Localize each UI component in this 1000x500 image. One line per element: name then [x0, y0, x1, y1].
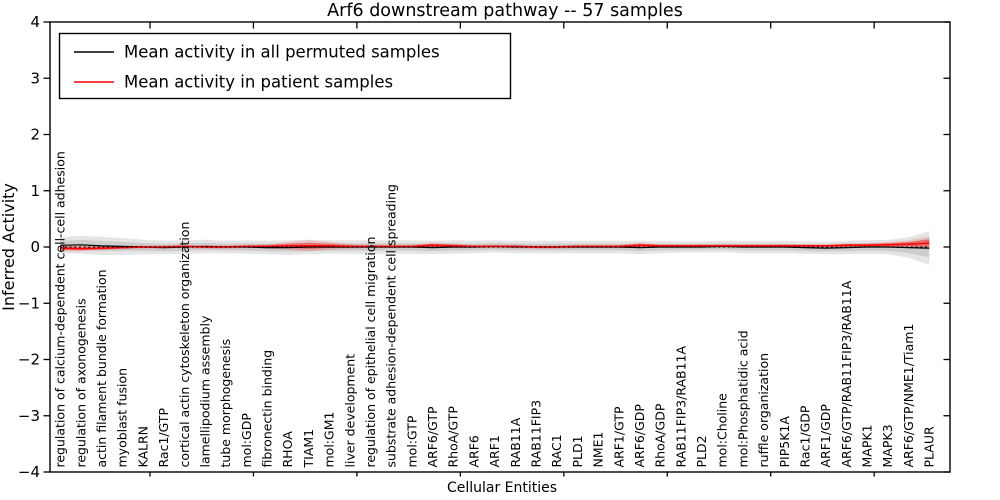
x-category-label: PLAUR: [922, 426, 937, 467]
x-category-label: regulation of epithelial cell migration: [363, 237, 378, 468]
x-category-label: ARF1/GDP: [818, 404, 833, 468]
y-tick-label: 0: [30, 238, 40, 256]
x-category-label: regulation of calcium-dependent cell-cel…: [53, 151, 68, 467]
y-tick-label: −2: [18, 351, 40, 369]
y-tick-label: 2: [30, 126, 40, 144]
y-tick-label: 4: [30, 13, 40, 31]
x-category-label: mol:GDP: [239, 413, 254, 468]
y-tick-label: −1: [18, 294, 40, 312]
y-tick-label: 3: [30, 69, 40, 87]
x-category-label: substrate adhesion-dependent cell spread…: [384, 184, 399, 467]
y-axis-label: Inferred Activity: [0, 183, 18, 311]
x-category-label: ARF1/GTP: [611, 406, 626, 467]
legend-label-permuted-samples: Mean activity in all permuted samples: [124, 43, 440, 62]
x-category-label: RAB11FIP3: [529, 400, 544, 468]
x-category-label: ARF6/GTP/NME1/Tiam1: [901, 324, 916, 468]
x-category-label: PIP5K1A: [777, 416, 792, 468]
x-category-label: RHOA: [280, 431, 295, 468]
x-category-label: ARF6: [466, 435, 481, 467]
x-category-label: ARF6/GDP: [632, 404, 647, 468]
x-category-label: ruffle organization: [756, 353, 771, 468]
x-category-label: liver development: [342, 354, 357, 468]
x-category-label: myoblast fusion: [115, 368, 130, 468]
x-category-label: RhoA/GTP: [446, 406, 461, 468]
y-tick-label: −3: [18, 407, 40, 425]
x-category-label: NME1: [591, 432, 606, 468]
x-category-label: Rac1/GTP: [156, 408, 171, 468]
x-category-label: tube morphogenesis: [218, 339, 233, 468]
y-tick-labels: 4 3 2 1 0 −1 −2 −3 −4: [18, 13, 40, 481]
y-tick-label: −4: [18, 463, 40, 481]
x-category-label: fibronectin binding: [260, 350, 275, 468]
x-category-label: ARF1: [487, 435, 502, 467]
y-tick-label: 1: [30, 182, 40, 200]
permuted-band-inner: [60, 238, 930, 258]
x-category-label: MAPK1: [860, 424, 875, 467]
x-category-label: MAPK3: [880, 424, 895, 467]
x-category-label: Rac1/GDP: [798, 405, 813, 467]
x-category-label: RAC1: [549, 434, 564, 467]
x-category-label: ARF6/GTP/RAB11FIP3/RAB11A: [839, 280, 854, 467]
x-category-label: lamellipodium assembly: [198, 315, 213, 467]
permuted-band-outer: [60, 231, 930, 265]
x-axis-label: Cellular Entities: [447, 480, 557, 496]
legend-box: [58, 32, 512, 100]
x-category-label: mol:Phosphatidic acid: [735, 330, 750, 467]
x-category-label: RhoA/GDP: [653, 403, 668, 467]
patient-mean-line: [60, 242, 930, 250]
x-category-label: actin filament bundle formation: [94, 269, 109, 467]
x-category-label: TIAM1: [301, 429, 316, 469]
x-category-label: RAB11A: [508, 417, 523, 467]
x-category-label: RAB11FIP3/RAB11A: [673, 345, 688, 467]
legend: Mean activity in all permuted samples Me…: [58, 32, 512, 100]
x-category-label: mol:GM1: [322, 412, 337, 468]
x-category-label: KALRN: [135, 426, 150, 468]
x-category-label: ARF6/GTP: [425, 406, 440, 467]
axis-ticks: [43, 21, 950, 477]
chart-title: Arf6 downstream pathway -- 57 samples: [327, 1, 683, 21]
x-category-labels: regulation of calcium-dependent cell-cel…: [53, 151, 937, 468]
x-category-label: cortical actin cytoskeleton organization: [177, 222, 192, 468]
x-category-label: mol:GTP: [404, 415, 419, 467]
x-category-label: regulation of axonogenesis: [73, 298, 88, 467]
legend-label-patient-samples: Mean activity in patient samples: [124, 73, 393, 92]
x-category-label: PLD1: [570, 435, 585, 467]
x-category-label: PLD2: [694, 435, 709, 467]
x-category-label: mol:Choline: [715, 393, 730, 468]
